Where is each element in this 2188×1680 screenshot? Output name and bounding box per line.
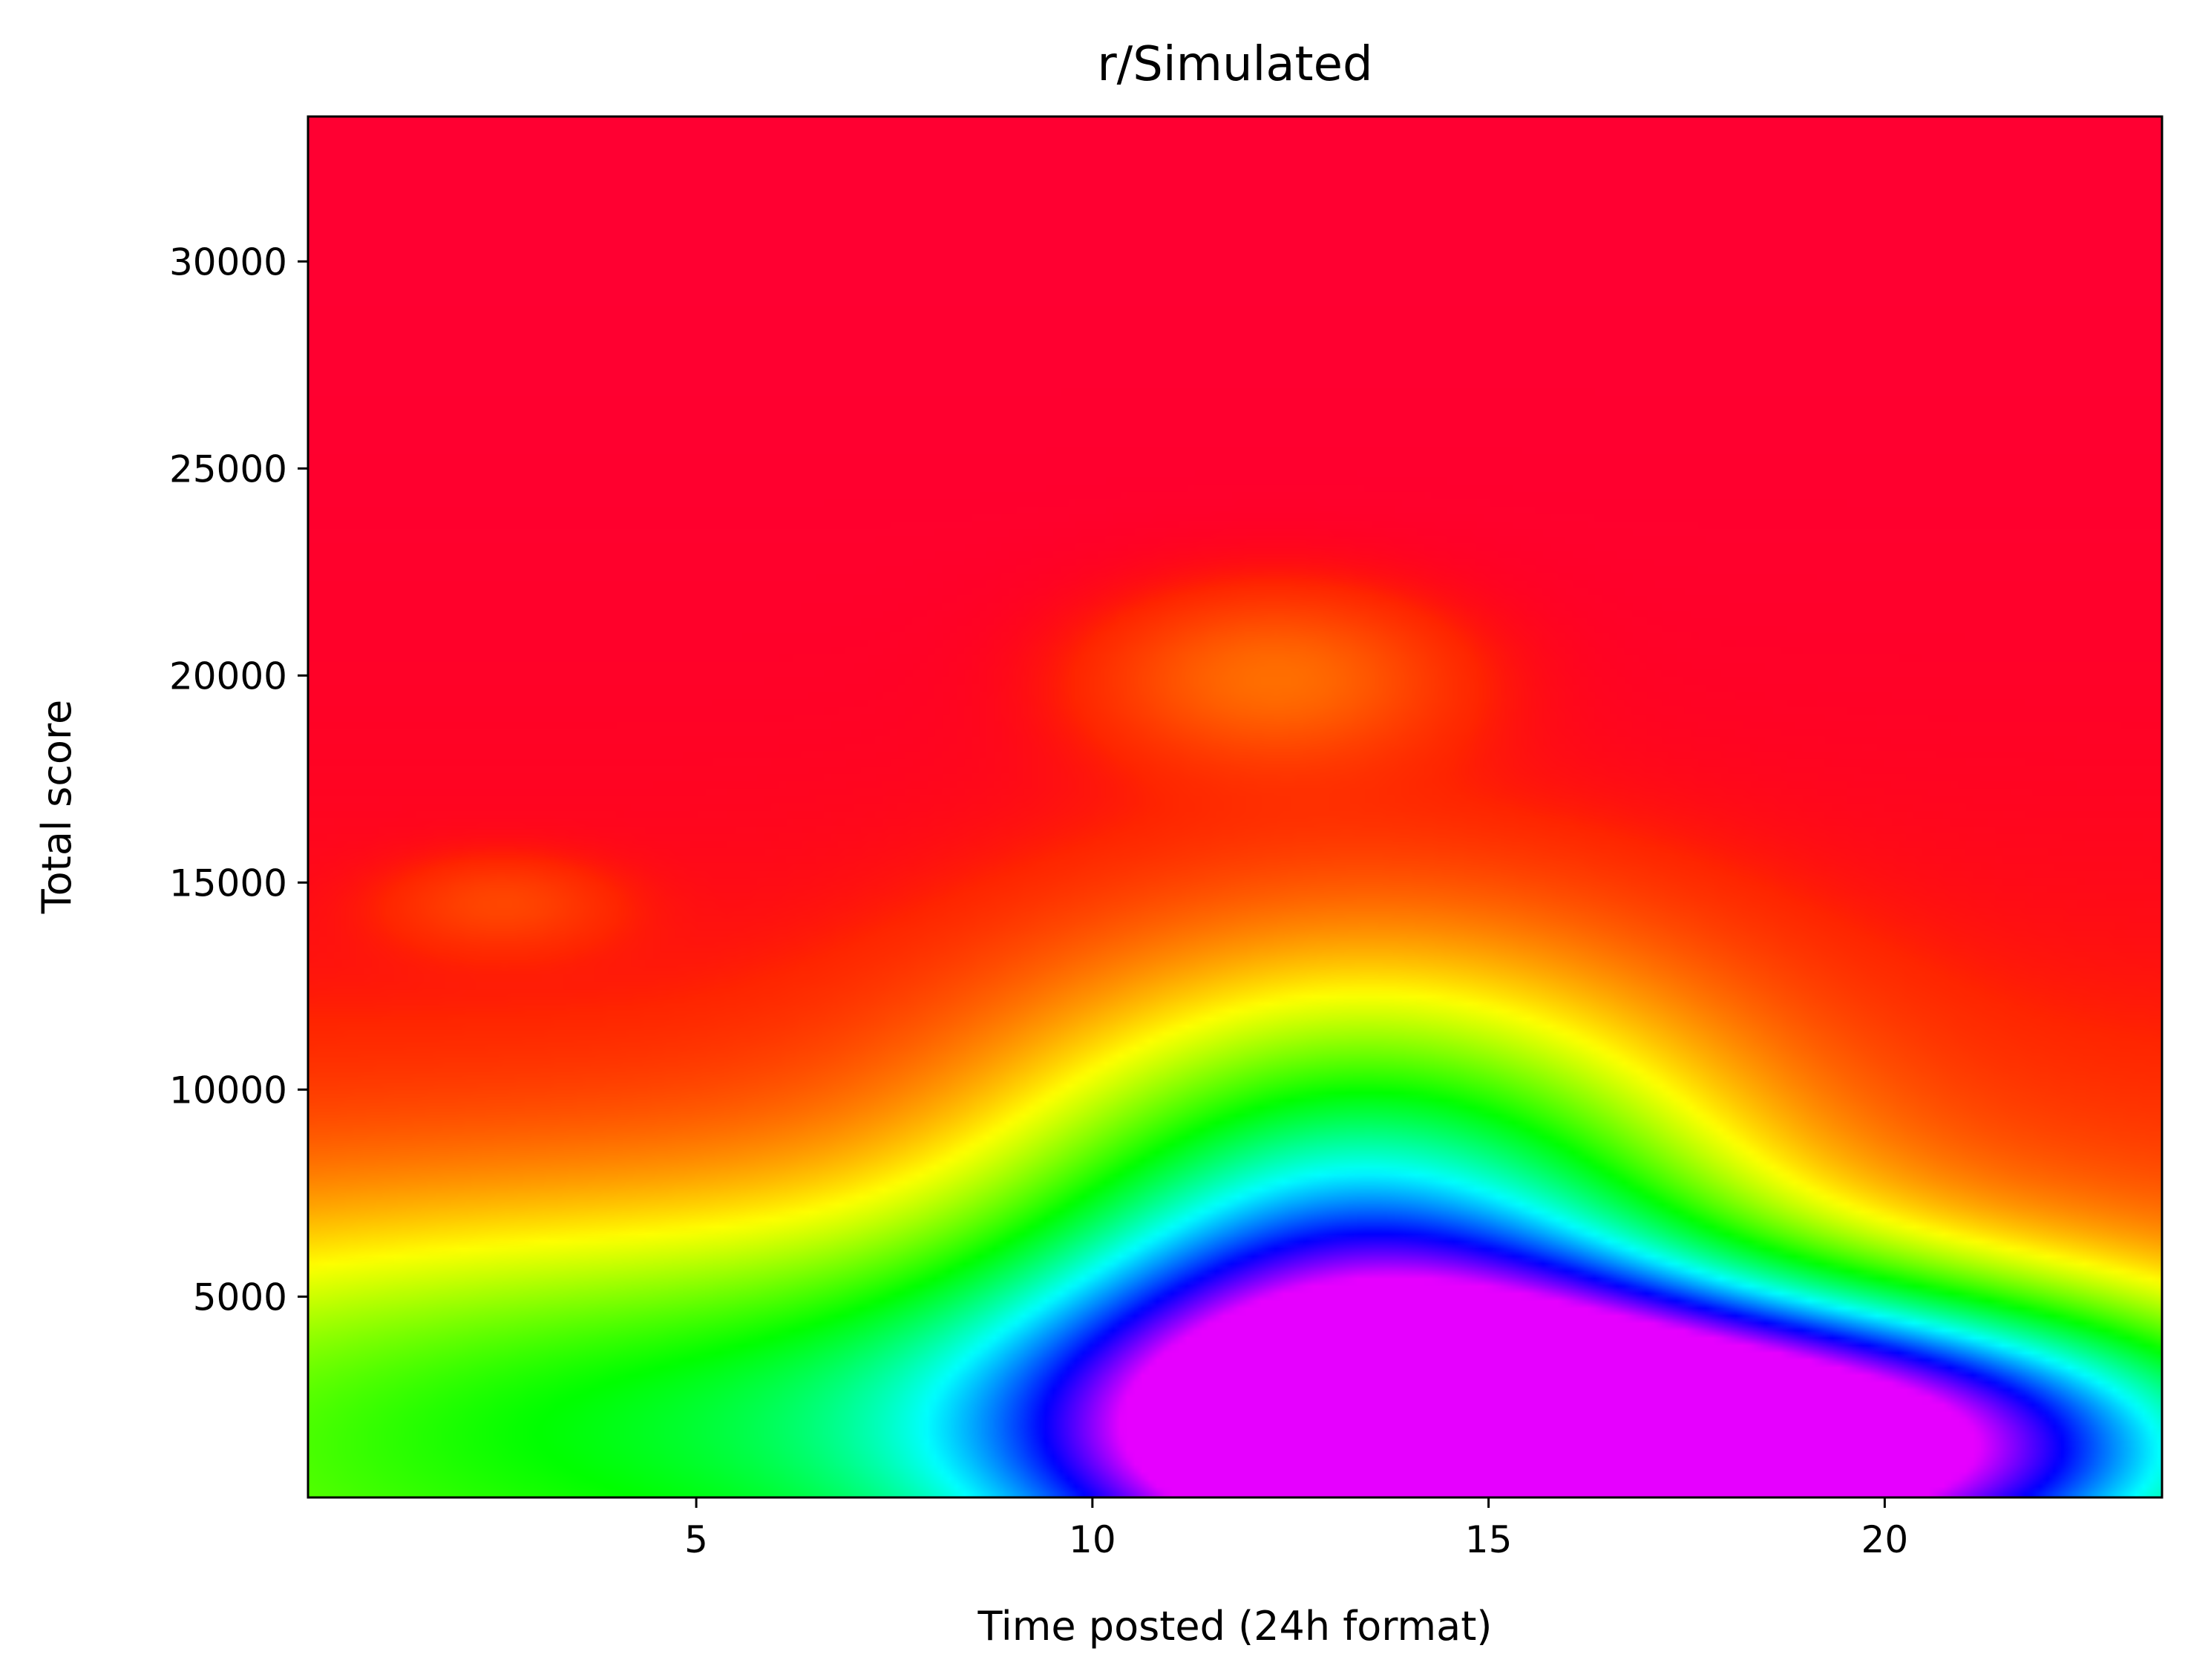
y-tick-label: 25000 [169, 447, 287, 490]
y-tick-label: 5000 [193, 1276, 287, 1319]
y-tick-label: 10000 [169, 1069, 287, 1112]
plot-frame [307, 115, 2164, 1499]
heatmap-surface [308, 117, 2162, 1497]
plot-area [307, 115, 2164, 1499]
y-tick-label: 20000 [169, 654, 287, 698]
x-tick-label: 15 [1465, 1518, 1513, 1561]
x-tick-label: 10 [1069, 1518, 1116, 1561]
y-tick-label: 30000 [169, 240, 287, 283]
x-tick-label: 20 [1861, 1518, 1909, 1561]
x-tick-label: 5 [684, 1518, 708, 1561]
y-axis-label: Total score [33, 700, 80, 914]
y-tick-label: 15000 [169, 862, 287, 905]
chart-title: r/Simulated [1097, 37, 1372, 92]
x-axis-label: Time posted (24h format) [977, 1603, 1492, 1650]
x-axis: 5 10 15 20 [684, 1497, 1908, 1561]
y-axis: 5000 10000 15000 20000 25000 30000 [169, 240, 308, 1319]
